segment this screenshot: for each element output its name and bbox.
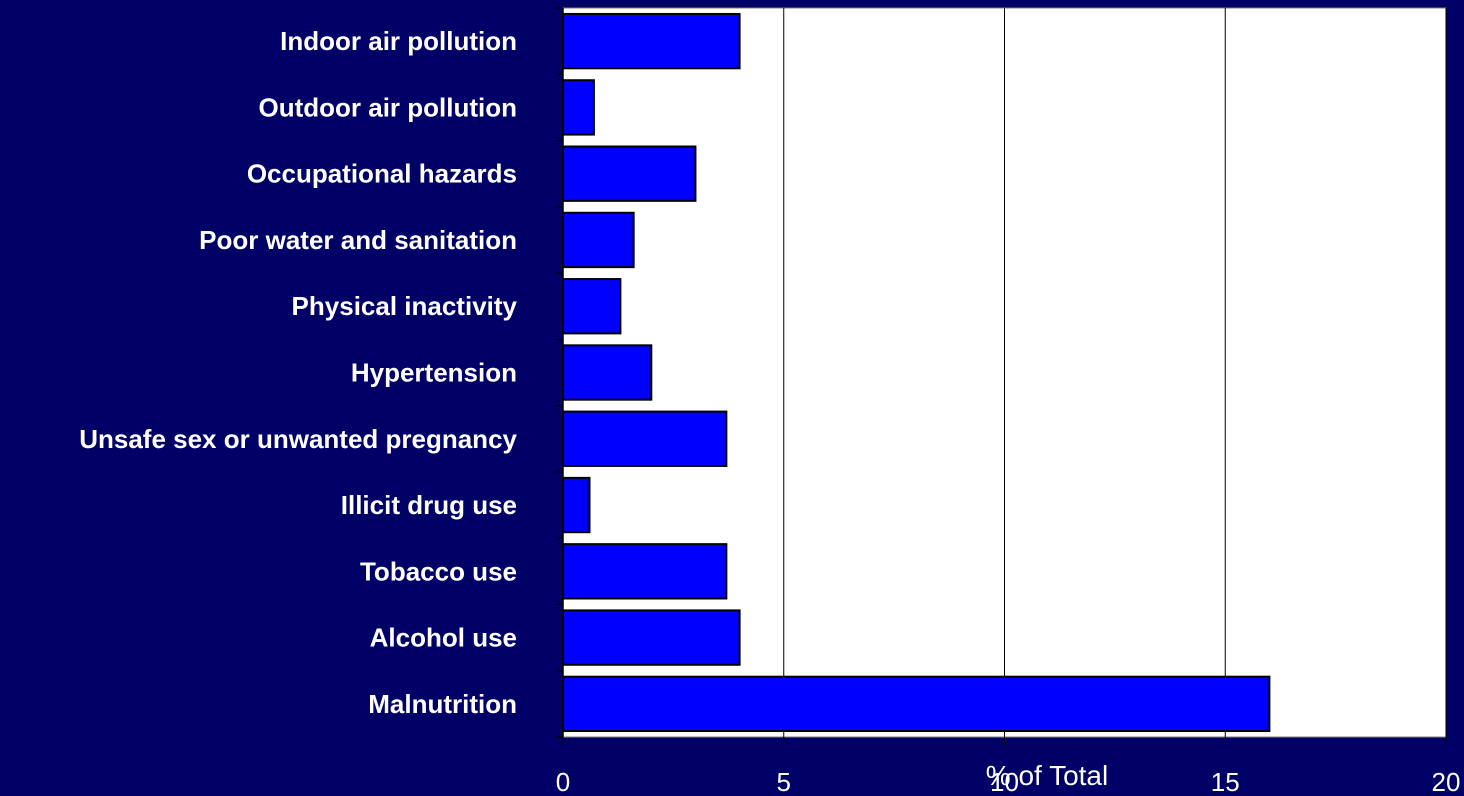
- category-label: Tobacco use: [360, 556, 517, 586]
- category-labels: Indoor air pollution Outdoor air pollutio…: [79, 26, 517, 719]
- x-tick-label: 20: [1432, 767, 1461, 796]
- bars: [562, 12, 1271, 733]
- category-label: Indoor air pollution: [280, 26, 517, 56]
- x-axis-ticks: 0 5 10 15 20: [556, 737, 1461, 796]
- bar: [562, 145, 697, 202]
- x-axis-title: % of Total: [986, 760, 1108, 791]
- x-tick-label: 15: [1211, 767, 1240, 796]
- x-tick-label: 0: [556, 767, 570, 796]
- category-label: Hypertension: [351, 358, 517, 388]
- category-label: Physical inactivity: [292, 291, 518, 321]
- x-tick-label: 5: [777, 767, 791, 796]
- bar: [562, 12, 741, 70]
- bar: [562, 79, 595, 136]
- bar: [562, 211, 635, 269]
- bar: [562, 344, 653, 401]
- category-label: Outdoor air pollution: [258, 92, 517, 122]
- category-label: Malnutrition: [368, 689, 517, 719]
- bar: [562, 410, 728, 467]
- x-tick-label: 10: [990, 767, 1019, 796]
- bar: [562, 675, 1271, 733]
- category-label: Illicit drug use: [341, 490, 517, 520]
- category-label: Poor water and sanitation: [199, 225, 517, 255]
- bar: [562, 609, 741, 666]
- category-label: Unsafe sex or unwanted pregnancy: [79, 424, 517, 454]
- bar: [562, 476, 591, 534]
- bar: [562, 278, 622, 335]
- category-label: Alcohol use: [370, 623, 517, 653]
- category-label: Occupational hazards: [247, 159, 517, 189]
- bar: [562, 543, 728, 600]
